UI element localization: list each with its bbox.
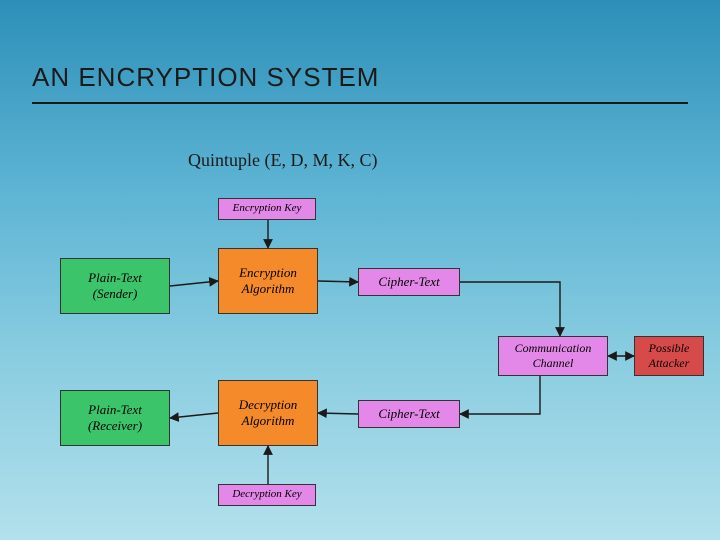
- subtitle: Quintuple (E, D, M, K, C): [188, 150, 377, 171]
- node-label: DecryptionAlgorithm: [239, 397, 297, 430]
- node-sender: Plain-Text(Sender): [60, 258, 170, 314]
- node-label: CommunicationChannel: [515, 341, 592, 371]
- node-label: Cipher-Text: [378, 274, 439, 290]
- node-label: PossibleAttacker: [649, 341, 690, 371]
- node-cipher-text-2: Cipher-Text: [358, 400, 460, 428]
- node-label: EncryptionAlgorithm: [239, 265, 297, 298]
- node-encryption-algorithm: EncryptionAlgorithm: [218, 248, 318, 314]
- page-title: AN ENCRYPTION SYSTEM: [32, 62, 379, 93]
- node-encryption-key: Encryption Key: [218, 198, 316, 220]
- node-cipher-text-1: Cipher-Text: [358, 268, 460, 296]
- node-possible-attacker: PossibleAttacker: [634, 336, 704, 376]
- node-label: Encryption Key: [233, 202, 302, 216]
- node-label: Decryption Key: [232, 488, 301, 502]
- node-label: Plain-Text(Receiver): [88, 402, 142, 435]
- node-communication-channel: CommunicationChannel: [498, 336, 608, 376]
- node-label: Plain-Text(Sender): [88, 270, 142, 303]
- node-label: Cipher-Text: [378, 406, 439, 422]
- node-receiver: Plain-Text(Receiver): [60, 390, 170, 446]
- node-decryption-key: Decryption Key: [218, 484, 316, 506]
- title-underline: [32, 102, 688, 104]
- node-decryption-algorithm: DecryptionAlgorithm: [218, 380, 318, 446]
